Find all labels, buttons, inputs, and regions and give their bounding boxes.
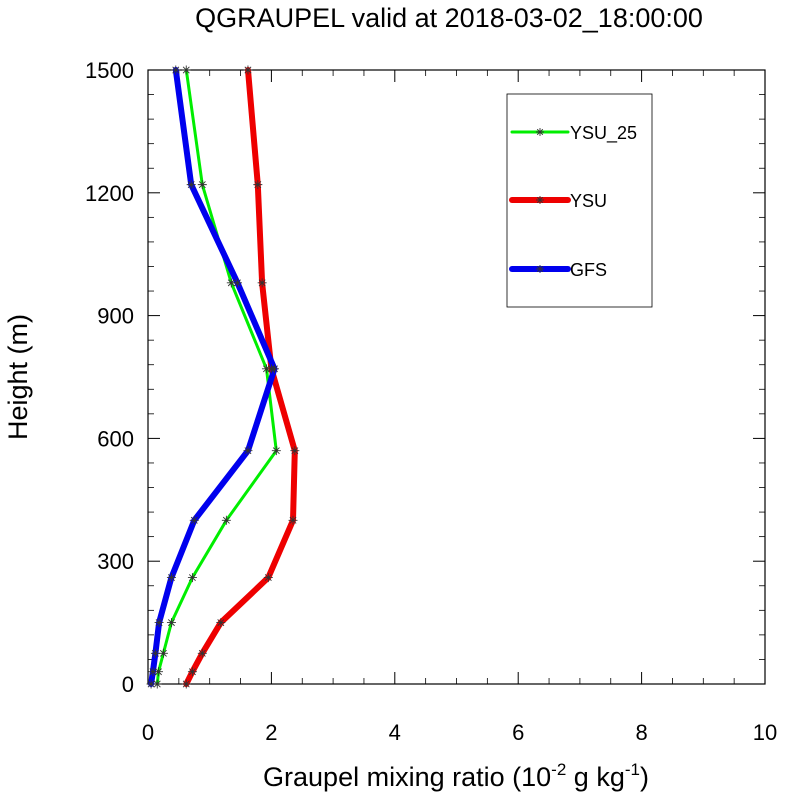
data-point-ysu — [197, 648, 207, 658]
series-lines — [148, 67, 298, 687]
y-tick-labels: 0 300 600 900 1200 1500 — [85, 58, 134, 697]
data-point-gfs — [166, 573, 176, 583]
data-point-ysu_25 — [197, 180, 207, 190]
legend: YSU_25 YSU GFS — [506, 93, 653, 308]
y-tick-label: 300 — [97, 549, 134, 574]
data-point-gfs — [150, 648, 160, 658]
data-point-ysu — [257, 278, 267, 288]
minor-ticks — [148, 70, 765, 684]
data-point-gfs — [146, 679, 156, 689]
data-point-gfs — [171, 65, 181, 75]
legend-label-ysu_25: YSU_25 — [570, 123, 637, 144]
x-tick-label: 0 — [142, 720, 154, 745]
y-tick-label: 0 — [122, 672, 134, 697]
data-point-gfs — [148, 667, 158, 677]
chart-title: QGRAUPEL valid at 2018-03-02_18:00:00 — [195, 3, 703, 33]
data-point-gfs — [269, 364, 279, 374]
data-point-gfs — [232, 278, 242, 288]
data-point-ysu — [263, 573, 273, 583]
x-tick-label: 4 — [389, 720, 401, 745]
y-tick-label: 1200 — [85, 181, 134, 206]
data-point-ysu_25 — [261, 364, 271, 374]
data-point-ysu — [288, 515, 298, 525]
data-point-ysu — [181, 679, 191, 689]
data-point-ysu — [290, 446, 300, 456]
y-tick-label: 900 — [97, 304, 134, 329]
data-point-ysu_25 — [166, 618, 176, 628]
data-point-gfs — [189, 515, 199, 525]
x-axis-label: Graupel mixing ratio (10-2 g kg-1) — [263, 760, 649, 792]
x-tick-label: 10 — [753, 720, 777, 745]
data-point-gfs — [186, 180, 196, 190]
data-point-ysu_25 — [187, 573, 197, 583]
x-tick-label: 6 — [512, 720, 524, 745]
data-point-ysu — [216, 618, 226, 628]
x-tick-label: 8 — [635, 720, 647, 745]
legend-label-ysu: YSU — [570, 191, 607, 211]
x-tick-labels: 0 2 4 6 8 10 — [142, 720, 777, 745]
plot-border — [147, 69, 766, 685]
data-point-ysu_25 — [226, 278, 236, 288]
y-tick-label: 1500 — [85, 58, 134, 83]
data-point-ysu — [243, 65, 253, 75]
legend-marker-ysu_25 — [536, 128, 544, 136]
y-tick-label: 600 — [97, 426, 134, 451]
series-markers — [146, 65, 300, 689]
major-ticks — [147, 69, 766, 685]
data-point-ysu — [187, 667, 197, 677]
y-axis-label: Height (m) — [3, 314, 33, 440]
x-tick-label: 2 — [265, 720, 277, 745]
data-point-ysu_25 — [221, 515, 231, 525]
legend-marker-gfs — [536, 265, 544, 273]
data-point-ysu_25 — [158, 648, 168, 658]
plot-area — [147, 69, 766, 685]
legend-marker-ysu — [536, 196, 544, 204]
data-point-ysu_25 — [181, 65, 191, 75]
data-point-gfs — [243, 446, 253, 456]
data-point-ysu_25 — [271, 446, 281, 456]
data-point-ysu_25 — [152, 679, 162, 689]
data-point-ysu_25 — [153, 667, 163, 677]
series-line-ysu — [183, 67, 298, 687]
data-point-ysu — [253, 180, 263, 190]
legend-label-gfs: GFS — [570, 260, 607, 280]
data-point-gfs — [154, 618, 164, 628]
